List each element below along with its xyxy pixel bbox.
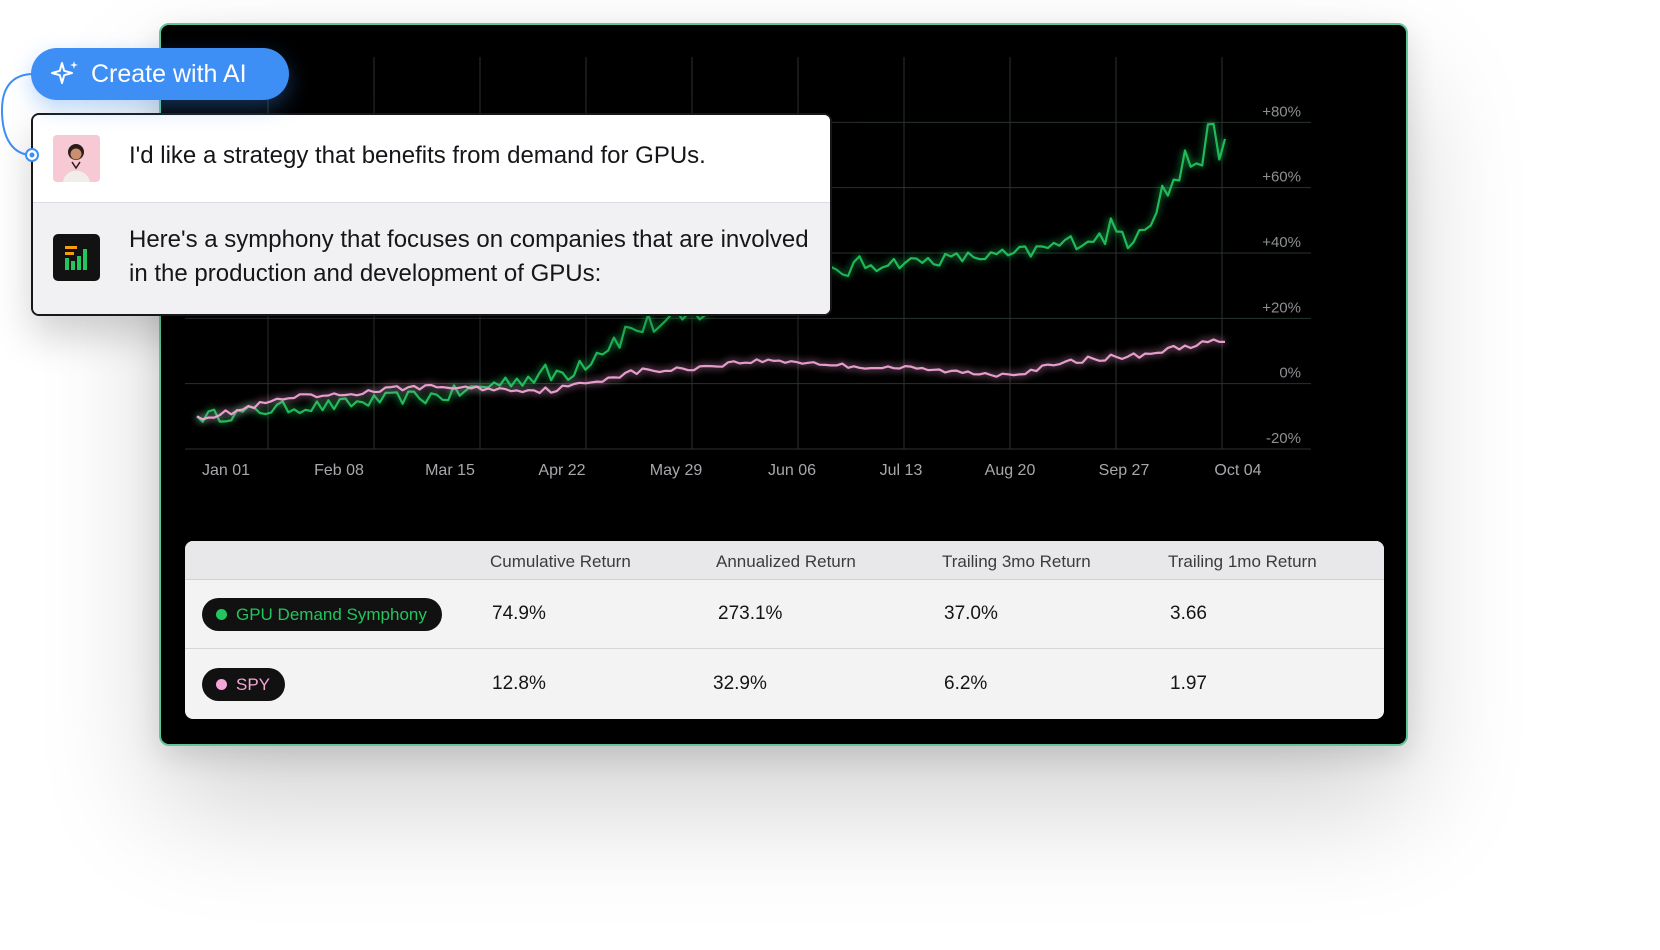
x-tick-label: May 29 [650,462,703,479]
column-header: Annualized Return [716,552,856,571]
y-tick-label: +80% [1262,103,1301,120]
y-tick-label: +20% [1262,299,1301,316]
cell-value: 32.9% [713,673,767,694]
strategy-name: GPU Demand Symphony [236,604,427,624]
x-tick-label: Jul 13 [880,462,923,479]
column-header: Trailing 3mo Return [942,552,1091,571]
create-with-ai-button[interactable]: Create with AI [31,48,289,100]
bot-message: Here's a symphony that focuses on compan… [33,203,830,314]
x-tick-label: Sep 27 [1099,462,1150,479]
x-tick-label: Aug 20 [985,462,1036,479]
bot-message-text: Here's a symphony that focuses on compan… [129,226,809,287]
user-avatar [53,135,100,182]
series-line-spy [196,338,1225,421]
strategy-pill[interactable]: SPY [202,668,286,701]
user-message: I'd like a strategy that benefits from d… [33,115,830,203]
strategy-pill[interactable]: GPU Demand Symphony [202,598,442,631]
series-dot [216,679,227,690]
x-tick-label: Oct 04 [1214,462,1261,479]
x-tick-label: Jan 01 [202,462,250,479]
x-tick-label: Feb 08 [314,462,364,479]
cell-value: 37.0% [944,603,998,624]
table-row[interactable]: SPY 12.8% 32.9% 6.2% 1.97 [185,649,1384,718]
sparkle-icon [51,61,78,84]
cell-value: 6.2% [944,673,988,694]
returns-table: Cumulative Return Annualized Return Trai… [185,541,1384,719]
cell-value: 1.97 [1170,673,1207,694]
cell-value: 74.9% [492,603,546,624]
x-tick-label: Jun 06 [768,462,816,479]
chat-panel: I'd like a strategy that benefits from d… [31,113,832,316]
y-tick-label: 0% [1279,365,1301,382]
bar-chart-icon [53,234,100,281]
column-header: Trailing 1mo Return [1168,552,1317,571]
column-header: Cumulative Return [490,552,631,571]
table-row[interactable]: GPU Demand Symphony 74.9% 273.1% 37.0% 3… [185,579,1384,649]
y-tick-label: -20% [1266,430,1301,447]
strategy-name: SPY [236,674,271,694]
connector-line [0,73,39,162]
x-tick-label: Mar 15 [425,462,475,479]
cell-value: 3.66 [1170,603,1207,624]
user-message-text: I'd like a strategy that benefits from d… [129,142,706,169]
y-tick-label: +40% [1262,234,1301,251]
x-tick-label: Apr 22 [538,462,585,479]
table-header: Cumulative Return Annualized Return Trai… [185,541,1384,580]
series-dot [216,609,227,620]
cell-value: 273.1% [718,603,783,624]
create-with-ai-label: Create with AI [91,59,247,88]
cell-value: 12.8% [492,673,546,694]
y-tick-label: +60% [1262,169,1301,186]
